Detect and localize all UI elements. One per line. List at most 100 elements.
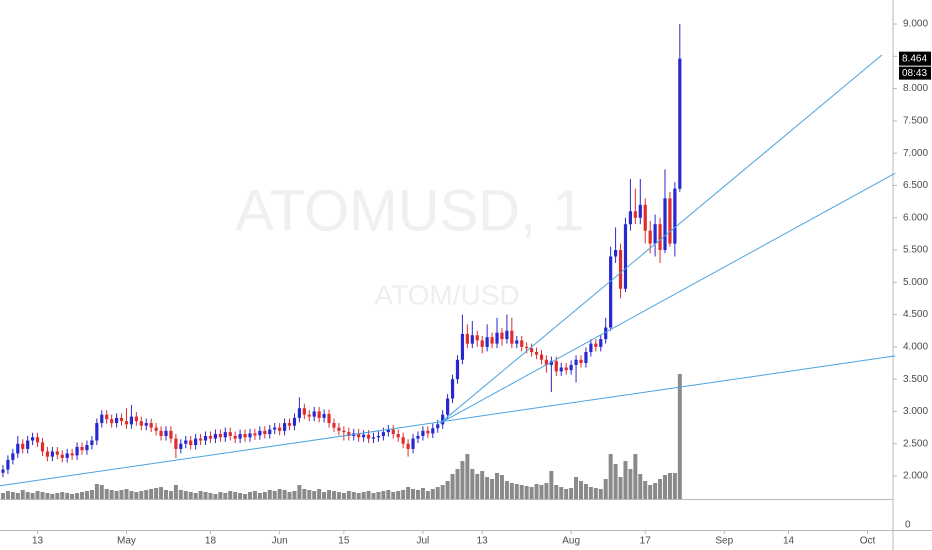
candle-body (505, 330, 509, 340)
candle-body (278, 427, 282, 431)
volume-bar (504, 481, 509, 499)
candle-body (613, 250, 618, 257)
volume-bar (628, 469, 633, 499)
volume-bar (381, 491, 386, 499)
candle-body (312, 411, 316, 417)
candle-body (668, 198, 672, 244)
y-tick-label: 7.000 (903, 148, 928, 159)
volume-bar (70, 494, 75, 499)
candle-body (530, 348, 534, 353)
volume-bar (183, 491, 188, 499)
candle-body (134, 416, 138, 422)
volume-bar (603, 479, 608, 499)
volume-bar (247, 492, 252, 499)
volume-bar (569, 488, 574, 499)
candle-body (564, 367, 568, 371)
volume-bar (361, 492, 366, 499)
candle-body (490, 337, 494, 344)
candle-body (643, 204, 647, 231)
volume-bar (411, 489, 416, 499)
volume-bar (228, 491, 233, 499)
x-tick-label: Sep (715, 536, 733, 547)
candle-body (40, 442, 45, 452)
candle-body (623, 224, 628, 289)
candle-body (347, 432, 351, 436)
y-tick-label: 3.000 (903, 406, 928, 417)
volume-bar (139, 491, 144, 499)
candle-body (396, 434, 400, 438)
volume-bar (331, 491, 336, 499)
x-tick-label: 18 (205, 536, 217, 547)
watermark-subtitle: ATOM/USD (374, 279, 519, 310)
volume-bar (470, 469, 475, 499)
x-tick-label: 15 (338, 536, 350, 547)
y-tick-label: 4.500 (903, 309, 928, 320)
candle-body (174, 438, 178, 449)
candle-body (75, 446, 79, 456)
volume-bar (608, 454, 613, 499)
volume-bar (475, 474, 480, 499)
candle-body (337, 427, 341, 431)
volume-bar (282, 490, 287, 499)
volume-bar (30, 493, 35, 499)
volume-bar (0, 493, 5, 499)
volume-bar (549, 471, 554, 499)
candle-body (184, 440, 188, 444)
candle-body (1, 469, 5, 473)
volume-bar (272, 491, 277, 499)
volume-bar (307, 490, 312, 499)
candle-body (31, 437, 35, 441)
volume-bar (465, 454, 470, 499)
candle-body (510, 330, 514, 344)
volume-bar (425, 491, 430, 499)
candle-body (287, 423, 292, 426)
volume-bar (529, 487, 534, 499)
volume-bar (460, 461, 465, 499)
candle-body (386, 429, 390, 433)
candle-body (189, 440, 193, 446)
volume-bar (45, 493, 50, 499)
volume-bar (178, 490, 183, 499)
y-tick-label: 6.500 (903, 180, 928, 191)
candle-body (663, 198, 667, 251)
candle-body (105, 414, 109, 420)
volume-bar (198, 491, 203, 499)
volume-bar (99, 485, 104, 499)
candle-body (500, 332, 504, 340)
volume-bar (559, 487, 564, 499)
volume-bar (144, 490, 149, 499)
volume-bar (618, 477, 623, 499)
volume-bar (376, 492, 381, 499)
candle-body (129, 416, 134, 425)
y-tick-label: 5.000 (903, 277, 928, 288)
x-tick-label: 14 (783, 536, 795, 547)
volume-bar (514, 484, 519, 499)
volume-bar (430, 489, 435, 499)
candle-body (16, 443, 20, 454)
y-tick-label: 5.500 (903, 245, 928, 256)
volume-bar (623, 461, 628, 499)
candle-body (584, 352, 588, 364)
candle-body (253, 433, 257, 436)
candle-body (238, 434, 242, 439)
candle-body (273, 427, 277, 430)
candle-body (258, 430, 262, 436)
candle-body (228, 432, 232, 436)
candle-body (60, 454, 64, 458)
x-tick-label: 17 (640, 536, 652, 547)
volume-bar (386, 490, 391, 499)
volume-bar (154, 488, 159, 499)
candle-body (70, 453, 74, 456)
candle-body (327, 414, 331, 424)
volume-bar (257, 493, 262, 499)
candle-body (366, 434, 371, 439)
candle-body (371, 437, 376, 439)
volume-bar (653, 483, 658, 499)
volume-bar (435, 487, 440, 499)
volume-bar (677, 374, 682, 499)
candle-body (194, 438, 198, 446)
candle-body (401, 437, 405, 444)
volume-bar (292, 491, 297, 499)
candle-body (599, 339, 603, 347)
volume-bar (15, 493, 20, 499)
